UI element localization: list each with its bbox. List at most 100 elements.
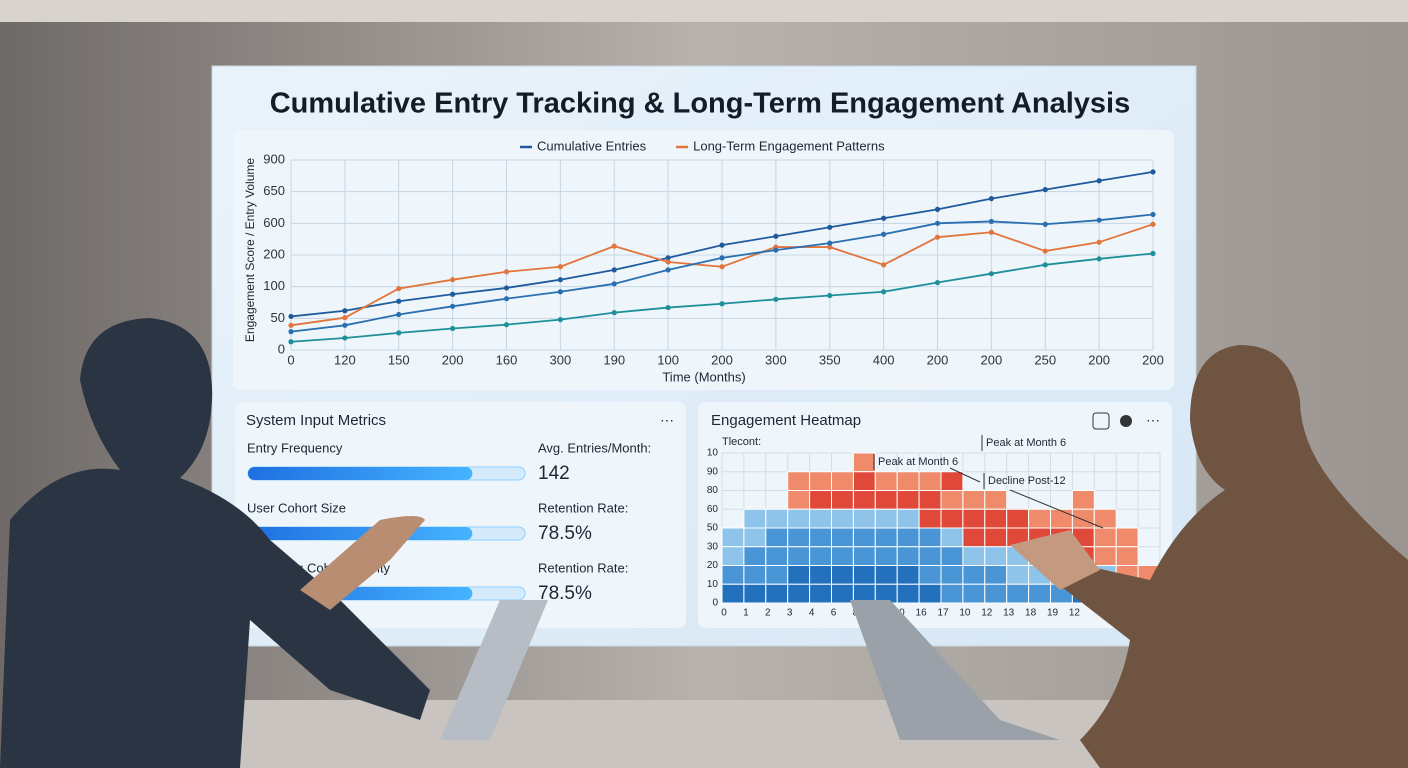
heatmap-x-label: 19 — [1047, 608, 1059, 619]
heatmap-cell — [984, 546, 1008, 566]
heatmap-cell — [918, 508, 942, 529]
point — [934, 220, 941, 226]
heatmap-cell — [787, 546, 811, 566]
heatmap-cell — [940, 471, 964, 491]
heatmap-cell — [1028, 583, 1051, 604]
annotation: Decline Post-12 — [988, 475, 1066, 487]
woman-hand — [1010, 530, 1100, 590]
heatmap-cell — [1115, 527, 1139, 548]
heatmap-cell — [918, 471, 942, 491]
heatmap-cell — [1006, 565, 1030, 585]
point — [719, 264, 725, 270]
point — [396, 330, 402, 336]
point — [1042, 262, 1048, 268]
point — [288, 313, 294, 320]
point — [450, 303, 456, 309]
heatmap-cell — [852, 565, 876, 585]
point — [1096, 256, 1102, 262]
legend-label: Cumulative Entries — [537, 138, 647, 153]
heatmap-cell — [809, 471, 832, 491]
heatmap-y-label: 50 — [707, 523, 719, 534]
point — [503, 285, 510, 291]
heatmap-cell — [962, 527, 986, 548]
point — [934, 234, 941, 240]
point — [1042, 248, 1048, 254]
legend-label: Long-Term Engagement Patterns — [693, 138, 885, 153]
menu-dots[interactable]: ··· — [660, 412, 674, 428]
heatmap-cell — [940, 527, 964, 548]
x-tick-label: 150 — [388, 352, 410, 367]
icon-button[interactable] — [1120, 415, 1132, 427]
point — [342, 315, 348, 321]
heatmap-cell — [1071, 508, 1095, 529]
point — [611, 281, 617, 287]
x-tick-label: 250 — [1034, 352, 1056, 367]
point — [1150, 169, 1156, 175]
heatmap-cell — [831, 508, 854, 529]
point — [665, 267, 671, 273]
heatmap-cell — [940, 490, 964, 510]
point — [988, 271, 994, 277]
point — [288, 339, 294, 345]
laptop — [440, 600, 548, 740]
heatmap-cell — [984, 490, 1008, 510]
stat-value: 78.5% — [538, 523, 592, 544]
point — [827, 224, 833, 230]
menu-dots[interactable]: ··· — [1146, 412, 1160, 428]
heatmap-cell — [896, 490, 920, 510]
point — [719, 242, 725, 248]
heatmap-cell — [787, 527, 811, 548]
y-tick-label: 600 — [263, 215, 285, 230]
heatmap-cell — [852, 452, 876, 473]
heatmap-cell — [743, 565, 767, 585]
point — [827, 240, 833, 246]
point — [881, 231, 887, 237]
heatmap-cell — [918, 583, 942, 604]
heatmap-cell — [809, 527, 832, 548]
heatmap-cell — [1050, 508, 1073, 529]
point — [773, 233, 779, 239]
heatmap-cell — [809, 508, 832, 529]
point — [1042, 187, 1048, 193]
heatmap-cell — [721, 565, 745, 585]
dashboard-title: Cumulative Entry Tracking & Long-Term En… — [270, 88, 1131, 120]
y-tick-label: 200 — [263, 246, 285, 261]
progress-fill — [248, 527, 473, 540]
heatmap-x-label: 12 — [981, 608, 993, 619]
heatmap-x-label: 17 — [937, 608, 949, 619]
point — [503, 322, 510, 328]
point — [342, 322, 348, 328]
point — [665, 255, 671, 261]
point — [1150, 221, 1156, 227]
heatmap-cell — [765, 527, 789, 548]
heatmap-cell — [743, 583, 767, 604]
heatmap-cell — [831, 471, 854, 491]
icon-button[interactable] — [1092, 412, 1110, 430]
heatmap-x-label: 16 — [916, 608, 928, 619]
progress-fill — [248, 467, 473, 480]
heatmap-cell — [1006, 508, 1030, 529]
heatmap-cell — [940, 546, 964, 566]
heatmap-y-label: 90 — [707, 466, 719, 477]
heatmap-cell — [1028, 508, 1051, 529]
heatmap-cell — [743, 508, 767, 529]
heatmap-cell — [809, 546, 832, 566]
point — [288, 322, 294, 328]
heatmap-y-label: 10 — [707, 448, 719, 459]
heatmap-cell — [896, 565, 920, 585]
heatmap-cell — [831, 490, 854, 510]
point — [934, 279, 941, 286]
point — [1096, 178, 1102, 184]
heatmap-cell — [765, 583, 789, 604]
point — [719, 301, 725, 307]
point — [665, 259, 671, 265]
x-tick-label: 0 — [287, 352, 294, 367]
point — [827, 292, 833, 299]
annotation-arrow — [1009, 489, 1104, 529]
heatmap-cell — [852, 490, 876, 510]
heatmap-cell — [852, 508, 876, 529]
point — [557, 289, 563, 295]
heatmap-x-label: 18 — [1025, 608, 1037, 619]
point — [881, 289, 887, 295]
point — [396, 311, 402, 318]
